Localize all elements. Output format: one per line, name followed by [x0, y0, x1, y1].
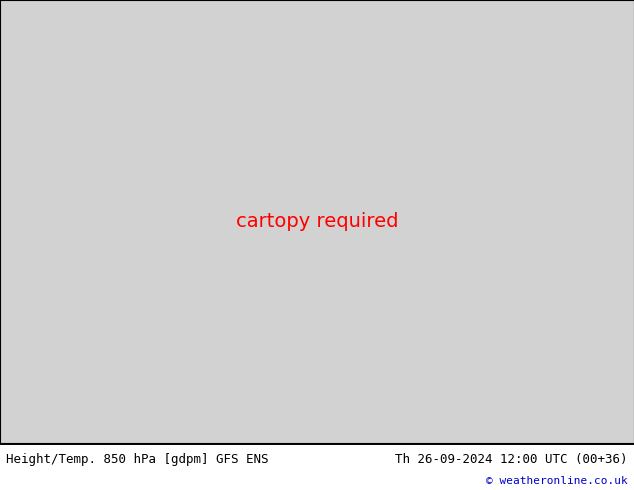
Text: cartopy required: cartopy required	[236, 212, 398, 231]
Text: Height/Temp. 850 hPa [gdpm] GFS ENS: Height/Temp. 850 hPa [gdpm] GFS ENS	[6, 453, 269, 466]
Text: © weatheronline.co.uk: © weatheronline.co.uk	[486, 476, 628, 486]
Text: Th 26-09-2024 12:00 UTC (00+36): Th 26-09-2024 12:00 UTC (00+36)	[395, 453, 628, 466]
